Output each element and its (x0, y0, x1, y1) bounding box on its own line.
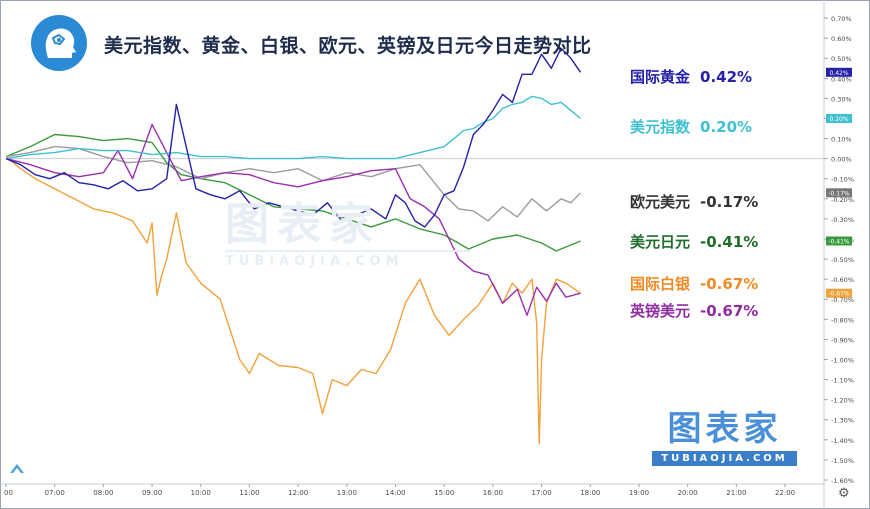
legend-name: 国际白银 (630, 275, 691, 293)
x-axis: 00 07:00 08:00 09:00 10:00 11:00 12:00 13:00 14:… (4, 484, 795, 497)
y-tick-label: -0.20% (831, 196, 854, 204)
brand-watermark: 图表家 TUBIAOJIA.COM (652, 410, 797, 466)
y-tick-label: -0.30% (831, 216, 854, 224)
legend-value: -0.67% (700, 302, 759, 320)
series-line-0 (5, 47, 582, 228)
legend-item: 美元日元 -0.41% (630, 231, 758, 252)
brand-watermark-cn: 图表家 (667, 409, 782, 449)
x-tick-label: 21:00 (726, 489, 746, 497)
x-tick-label: 09:00 (142, 489, 162, 497)
legend-value: 0.20% (700, 118, 753, 136)
y-tick-label: -0.60% (831, 276, 854, 284)
legend-value: 0.42% (700, 68, 753, 86)
y-tick-label: 0.30% (831, 95, 852, 103)
x-tick-label: 08:00 (93, 489, 113, 497)
badge-1 (826, 113, 852, 123)
x-tick-label: 11:00 (239, 489, 259, 497)
y-tick-label: -1.30% (831, 417, 854, 425)
series-line-5 (5, 123, 581, 316)
series-layer (5, 47, 582, 445)
legend-item: 美元指数 0.20% (630, 116, 752, 137)
y-tick-label: -0.80% (831, 316, 854, 324)
y-tick-label: -0.90% (831, 336, 854, 344)
legend-name: 英镑美元 (630, 302, 691, 320)
y-tick-label: -1.60% (831, 477, 854, 485)
y-tick-label: -0.50% (831, 256, 854, 264)
brand-watermark-en: TUBIAOJIA.COM (652, 451, 797, 466)
x-tick-label: 15:00 (434, 489, 454, 497)
legend-item: 国际白银 -0.67% (630, 273, 758, 294)
badge-label-1: 0.20% (829, 116, 848, 123)
y-tick-label: -1.20% (831, 397, 854, 405)
x-tick-label: 00 (4, 489, 13, 497)
x-tick-label: 20:00 (678, 489, 698, 497)
y-tick-label: -1.00% (831, 356, 854, 364)
y-tick-label: 0.70% (831, 15, 852, 23)
x-tick-label: 10:00 (191, 489, 211, 497)
settings-gear-icon[interactable]: ⚙ (838, 486, 850, 501)
x-tick-label: 12:00 (288, 489, 308, 497)
legend-name: 国际黄金 (630, 68, 691, 86)
badge-0 (826, 67, 852, 77)
legend-name: 美元日元 (630, 233, 691, 251)
legend-name: 欧元美元 (630, 193, 691, 211)
series-line-4 (5, 156, 581, 445)
y-tick-label: 0.10% (831, 136, 852, 144)
badge-2 (826, 188, 852, 198)
y-tick-label: 0.40% (831, 75, 852, 83)
badge-4 (826, 288, 852, 298)
legend-name: 美元指数 (630, 118, 691, 136)
series-line-1 (5, 95, 581, 160)
legend-value: -0.41% (700, 233, 759, 251)
badge-label-2: -0.17% (828, 190, 850, 197)
legend-item: 英镑美元 -0.67% (630, 300, 758, 321)
y-tick-label: -0.70% (831, 296, 854, 304)
series-line-2 (5, 145, 582, 222)
x-tick-label: 17:00 (532, 489, 552, 497)
badge-label-0: 0.42% (829, 70, 848, 77)
chart-title: 美元指数、黄金、白银、欧元、英镑及日元今日走势对比 (104, 35, 592, 57)
series-line-3 (5, 133, 581, 252)
y-tick-label: 0.60% (831, 35, 852, 43)
x-tick-label: 07:00 (45, 489, 65, 497)
legend-item: 国际黄金 0.42% (630, 66, 752, 87)
badge-3 (826, 236, 852, 246)
x-tick-label: 18:00 (580, 489, 600, 497)
x-tick-label: 13:00 (337, 489, 357, 497)
y-tick-label: -0.10% (831, 176, 854, 184)
brand-logo-icon (31, 15, 87, 71)
x-tick-label: 22:00 (775, 489, 795, 497)
tradingview-icon[interactable] (9, 462, 25, 474)
y-axis: 0.70% 0.60% 0.50% 0.40% 0.30% 0.20% 0.10% 0.00%… (824, 15, 854, 485)
y-tick-label: -1.10% (831, 377, 854, 385)
y-tick-label: 0.50% (831, 55, 852, 63)
price-badges: 0.42% 0.20% -0.17% -0.41% -0.67% (826, 67, 852, 298)
badge-label-4: -0.67% (828, 291, 850, 298)
legend-value: -0.67% (700, 275, 759, 293)
y-tick-label: 0.00% (831, 156, 852, 164)
grid (0, 0, 825, 509)
badge-label-3: -0.41% (828, 238, 850, 245)
y-tick-label: -1.50% (831, 457, 854, 465)
x-tick-label: 14:00 (385, 489, 405, 497)
legend-item: 欧元美元 -0.17% (630, 191, 758, 212)
legend-value: -0.17% (700, 193, 759, 211)
x-tick-label: 19:00 (629, 489, 649, 497)
y-tick-label: -1.40% (831, 437, 854, 445)
x-tick-label: 16:00 (483, 489, 503, 497)
